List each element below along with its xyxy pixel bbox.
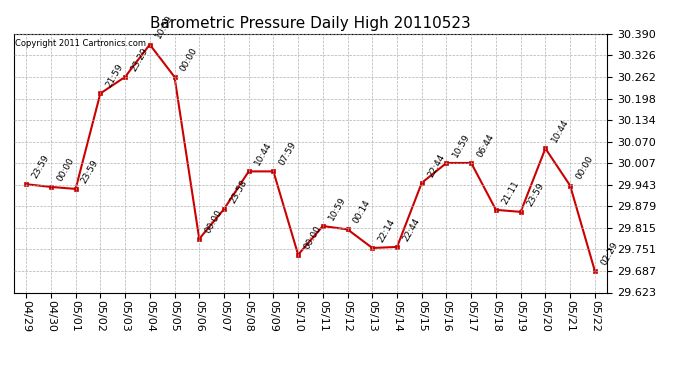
- Text: 07:59: 07:59: [277, 140, 298, 167]
- Text: 00:00: 00:00: [179, 46, 199, 73]
- Text: 23:58: 23:58: [228, 178, 249, 205]
- Text: 22:44: 22:44: [401, 216, 422, 243]
- Text: 06:44: 06:44: [475, 132, 496, 159]
- Text: 22:14: 22:14: [377, 217, 397, 244]
- Title: Barometric Pressure Daily High 20110523: Barometric Pressure Daily High 20110523: [150, 16, 471, 31]
- Text: 00:00: 00:00: [302, 224, 323, 251]
- Text: 23:59: 23:59: [80, 158, 101, 185]
- Text: 10:59: 10:59: [154, 13, 175, 40]
- Text: 10:44: 10:44: [549, 118, 570, 144]
- Text: 23:59: 23:59: [30, 153, 51, 180]
- Text: 21:59: 21:59: [104, 63, 125, 89]
- Text: 00:00: 00:00: [55, 156, 76, 183]
- Text: 22:44: 22:44: [426, 152, 446, 179]
- Text: 02:29: 02:29: [599, 240, 620, 267]
- Text: 10:59: 10:59: [327, 195, 348, 222]
- Text: 10:59: 10:59: [451, 132, 471, 159]
- Text: Copyright 2011 Cartronics.com: Copyright 2011 Cartronics.com: [15, 39, 146, 48]
- Text: 23:59: 23:59: [525, 181, 546, 208]
- Text: 00:00: 00:00: [204, 208, 224, 235]
- Text: 23:29: 23:29: [129, 46, 150, 73]
- Text: 00:14: 00:14: [352, 198, 373, 225]
- Text: 10:44: 10:44: [253, 141, 273, 167]
- Text: 21:11: 21:11: [500, 179, 521, 206]
- Text: 00:00: 00:00: [574, 154, 595, 182]
